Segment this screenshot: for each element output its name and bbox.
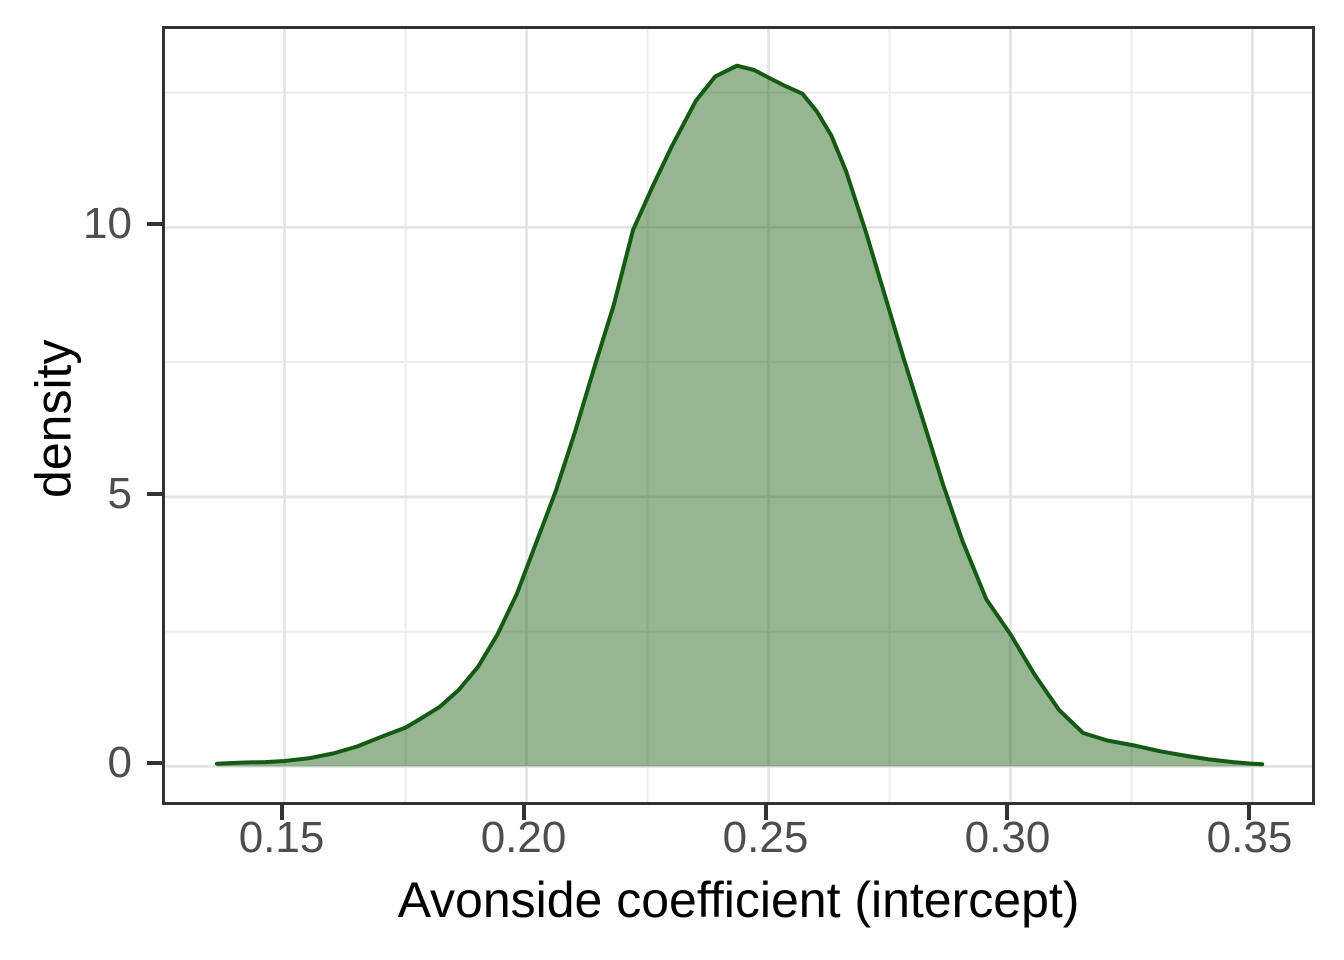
y-tick-label: 5 [107,468,132,518]
x-tick-label: 0.25 [722,813,809,862]
x-axis-title: Avonside coefficient (intercept) [397,872,1080,928]
x-tick-label: 0.30 [964,813,1051,862]
x-tick-mark [279,805,284,820]
y-tick-label: 10 [83,199,132,249]
y-tick-mark [147,761,162,766]
density-area-fill [216,65,1263,767]
x-tick-label: 0.35 [1206,813,1293,862]
x-tick-label: 0.15 [238,813,325,862]
y-tick-label: 0 [107,738,132,788]
x-tick-mark [1247,805,1252,820]
x-tick-mark [521,805,526,820]
y-axis-title: density [25,339,82,498]
y-tick-mark [147,222,162,227]
x-tick-mark [763,805,768,820]
plot-panel [162,26,1315,805]
density-curve-line [214,63,1265,767]
x-tick-label: 0.20 [480,813,567,862]
x-tick-mark [1005,805,1010,820]
y-tick-mark [147,491,162,496]
density-curve-canvas [165,29,1312,802]
